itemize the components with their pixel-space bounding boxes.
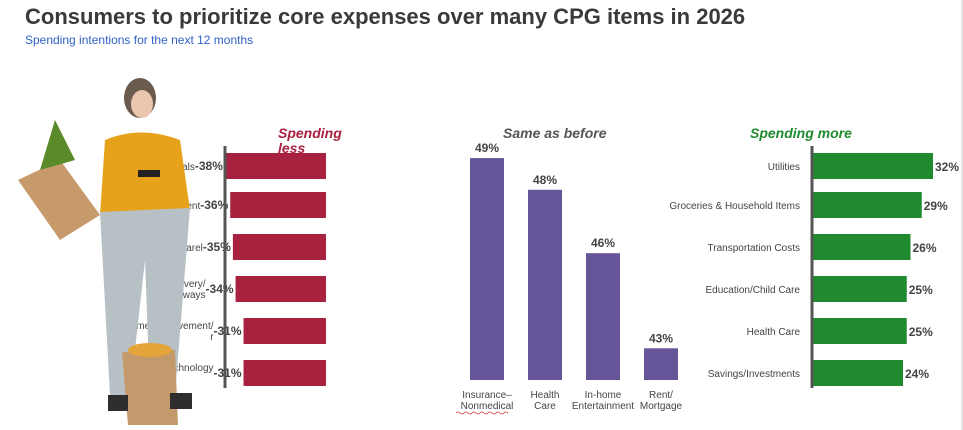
category-label: Health Care bbox=[531, 390, 560, 412]
value-label: 24% bbox=[905, 367, 929, 381]
bar-spending-more bbox=[813, 318, 907, 344]
value-label: -31% bbox=[214, 324, 242, 338]
category-label: Savings/Investments bbox=[708, 369, 800, 380]
bar-spending-less bbox=[230, 192, 326, 218]
divider bbox=[961, 0, 963, 430]
bar-spending-more bbox=[813, 153, 933, 179]
category-label: Education/Child Care bbox=[706, 285, 801, 296]
shoe-left bbox=[108, 395, 128, 411]
bar-spending-less bbox=[243, 318, 326, 344]
bar-same-as-before bbox=[644, 348, 678, 380]
value-label: 32% bbox=[935, 160, 959, 174]
value-label: -34% bbox=[206, 282, 234, 296]
value-label: 43% bbox=[649, 331, 673, 345]
page-title: Consumers to prioritize core expenses ov… bbox=[25, 4, 746, 29]
category-label: Health Care bbox=[747, 327, 801, 338]
bar-spending-less bbox=[243, 360, 326, 386]
value-label: -35% bbox=[203, 240, 231, 254]
bar-spending-more bbox=[813, 276, 907, 302]
spellcheck-underline bbox=[455, 411, 509, 415]
bar-same-as-before bbox=[470, 158, 504, 380]
category-label: Groceries & Household Items bbox=[669, 201, 800, 212]
value-label: 26% bbox=[913, 241, 937, 255]
bar-spending-more bbox=[813, 192, 922, 218]
grocery-bag-left bbox=[18, 160, 100, 240]
category-label: Rent/Mortgage bbox=[640, 390, 683, 412]
page-subtitle: Spending intentions for the next 12 mont… bbox=[25, 33, 254, 47]
phone bbox=[138, 170, 160, 177]
face bbox=[131, 90, 153, 118]
category-label: Utilities bbox=[768, 162, 800, 173]
category-label: eals bbox=[177, 162, 195, 173]
shoe-right bbox=[170, 393, 192, 409]
spending-less-heading-cut: less bbox=[278, 140, 305, 156]
bar-same-as-before bbox=[528, 189, 562, 380]
value-label: 29% bbox=[924, 199, 948, 213]
bar-spending-less bbox=[235, 276, 326, 302]
value-label: -36% bbox=[200, 198, 228, 212]
grocery-bag-bottom bbox=[122, 350, 178, 425]
value-label: 49% bbox=[475, 141, 499, 155]
category-label: In-home Entertainment bbox=[572, 390, 634, 412]
bar-spending-more bbox=[813, 234, 911, 260]
value-label: 46% bbox=[591, 236, 615, 250]
produce bbox=[128, 343, 172, 357]
bar-spending-less bbox=[232, 234, 326, 260]
bar-spending-less bbox=[224, 153, 326, 179]
spending-more-heading: Spending more bbox=[750, 125, 852, 141]
greens bbox=[40, 120, 75, 170]
bar-spending-more bbox=[813, 360, 903, 386]
value-label: -31% bbox=[214, 366, 242, 380]
shopper-photo bbox=[18, 78, 192, 425]
bar-same-as-before bbox=[586, 253, 620, 380]
value-label: 25% bbox=[909, 283, 933, 297]
category-label: Insurance– Nonmedical bbox=[461, 390, 514, 412]
category-label: E... technology bbox=[147, 363, 213, 374]
value-label: 25% bbox=[909, 325, 933, 339]
value-label: -38% bbox=[195, 159, 223, 173]
category-label: Transportation Costs bbox=[708, 243, 800, 254]
spending-less-heading: Spending bbox=[278, 125, 342, 141]
same-as-before-heading: Same as before bbox=[503, 125, 607, 141]
value-label: 48% bbox=[533, 173, 557, 187]
